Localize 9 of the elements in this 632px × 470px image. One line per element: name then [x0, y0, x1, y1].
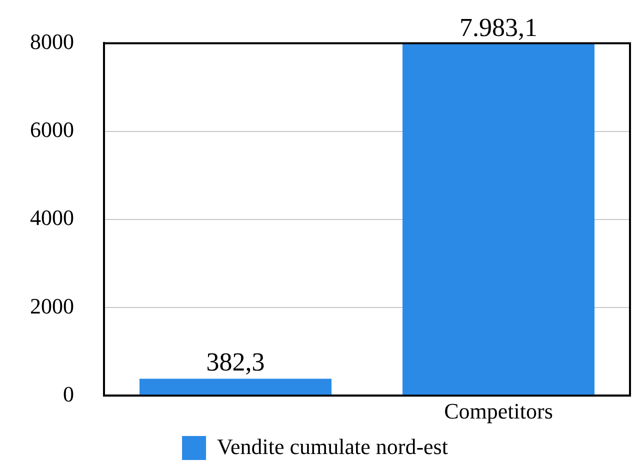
data-label: 382,3 — [206, 348, 265, 377]
y-tick-label: 8000 — [30, 28, 74, 54]
x-tick-label: Competitors — [444, 398, 553, 424]
y-tick-label: 6000 — [30, 117, 74, 142]
y-tick-label: 4000 — [30, 205, 74, 230]
y-tick-label: 2000 — [30, 293, 74, 318]
data-label: 7.983,1 — [460, 12, 538, 42]
y-tick-label: 0 — [63, 381, 74, 406]
legend-label: Vendite cumulate nord-est — [217, 434, 448, 459]
